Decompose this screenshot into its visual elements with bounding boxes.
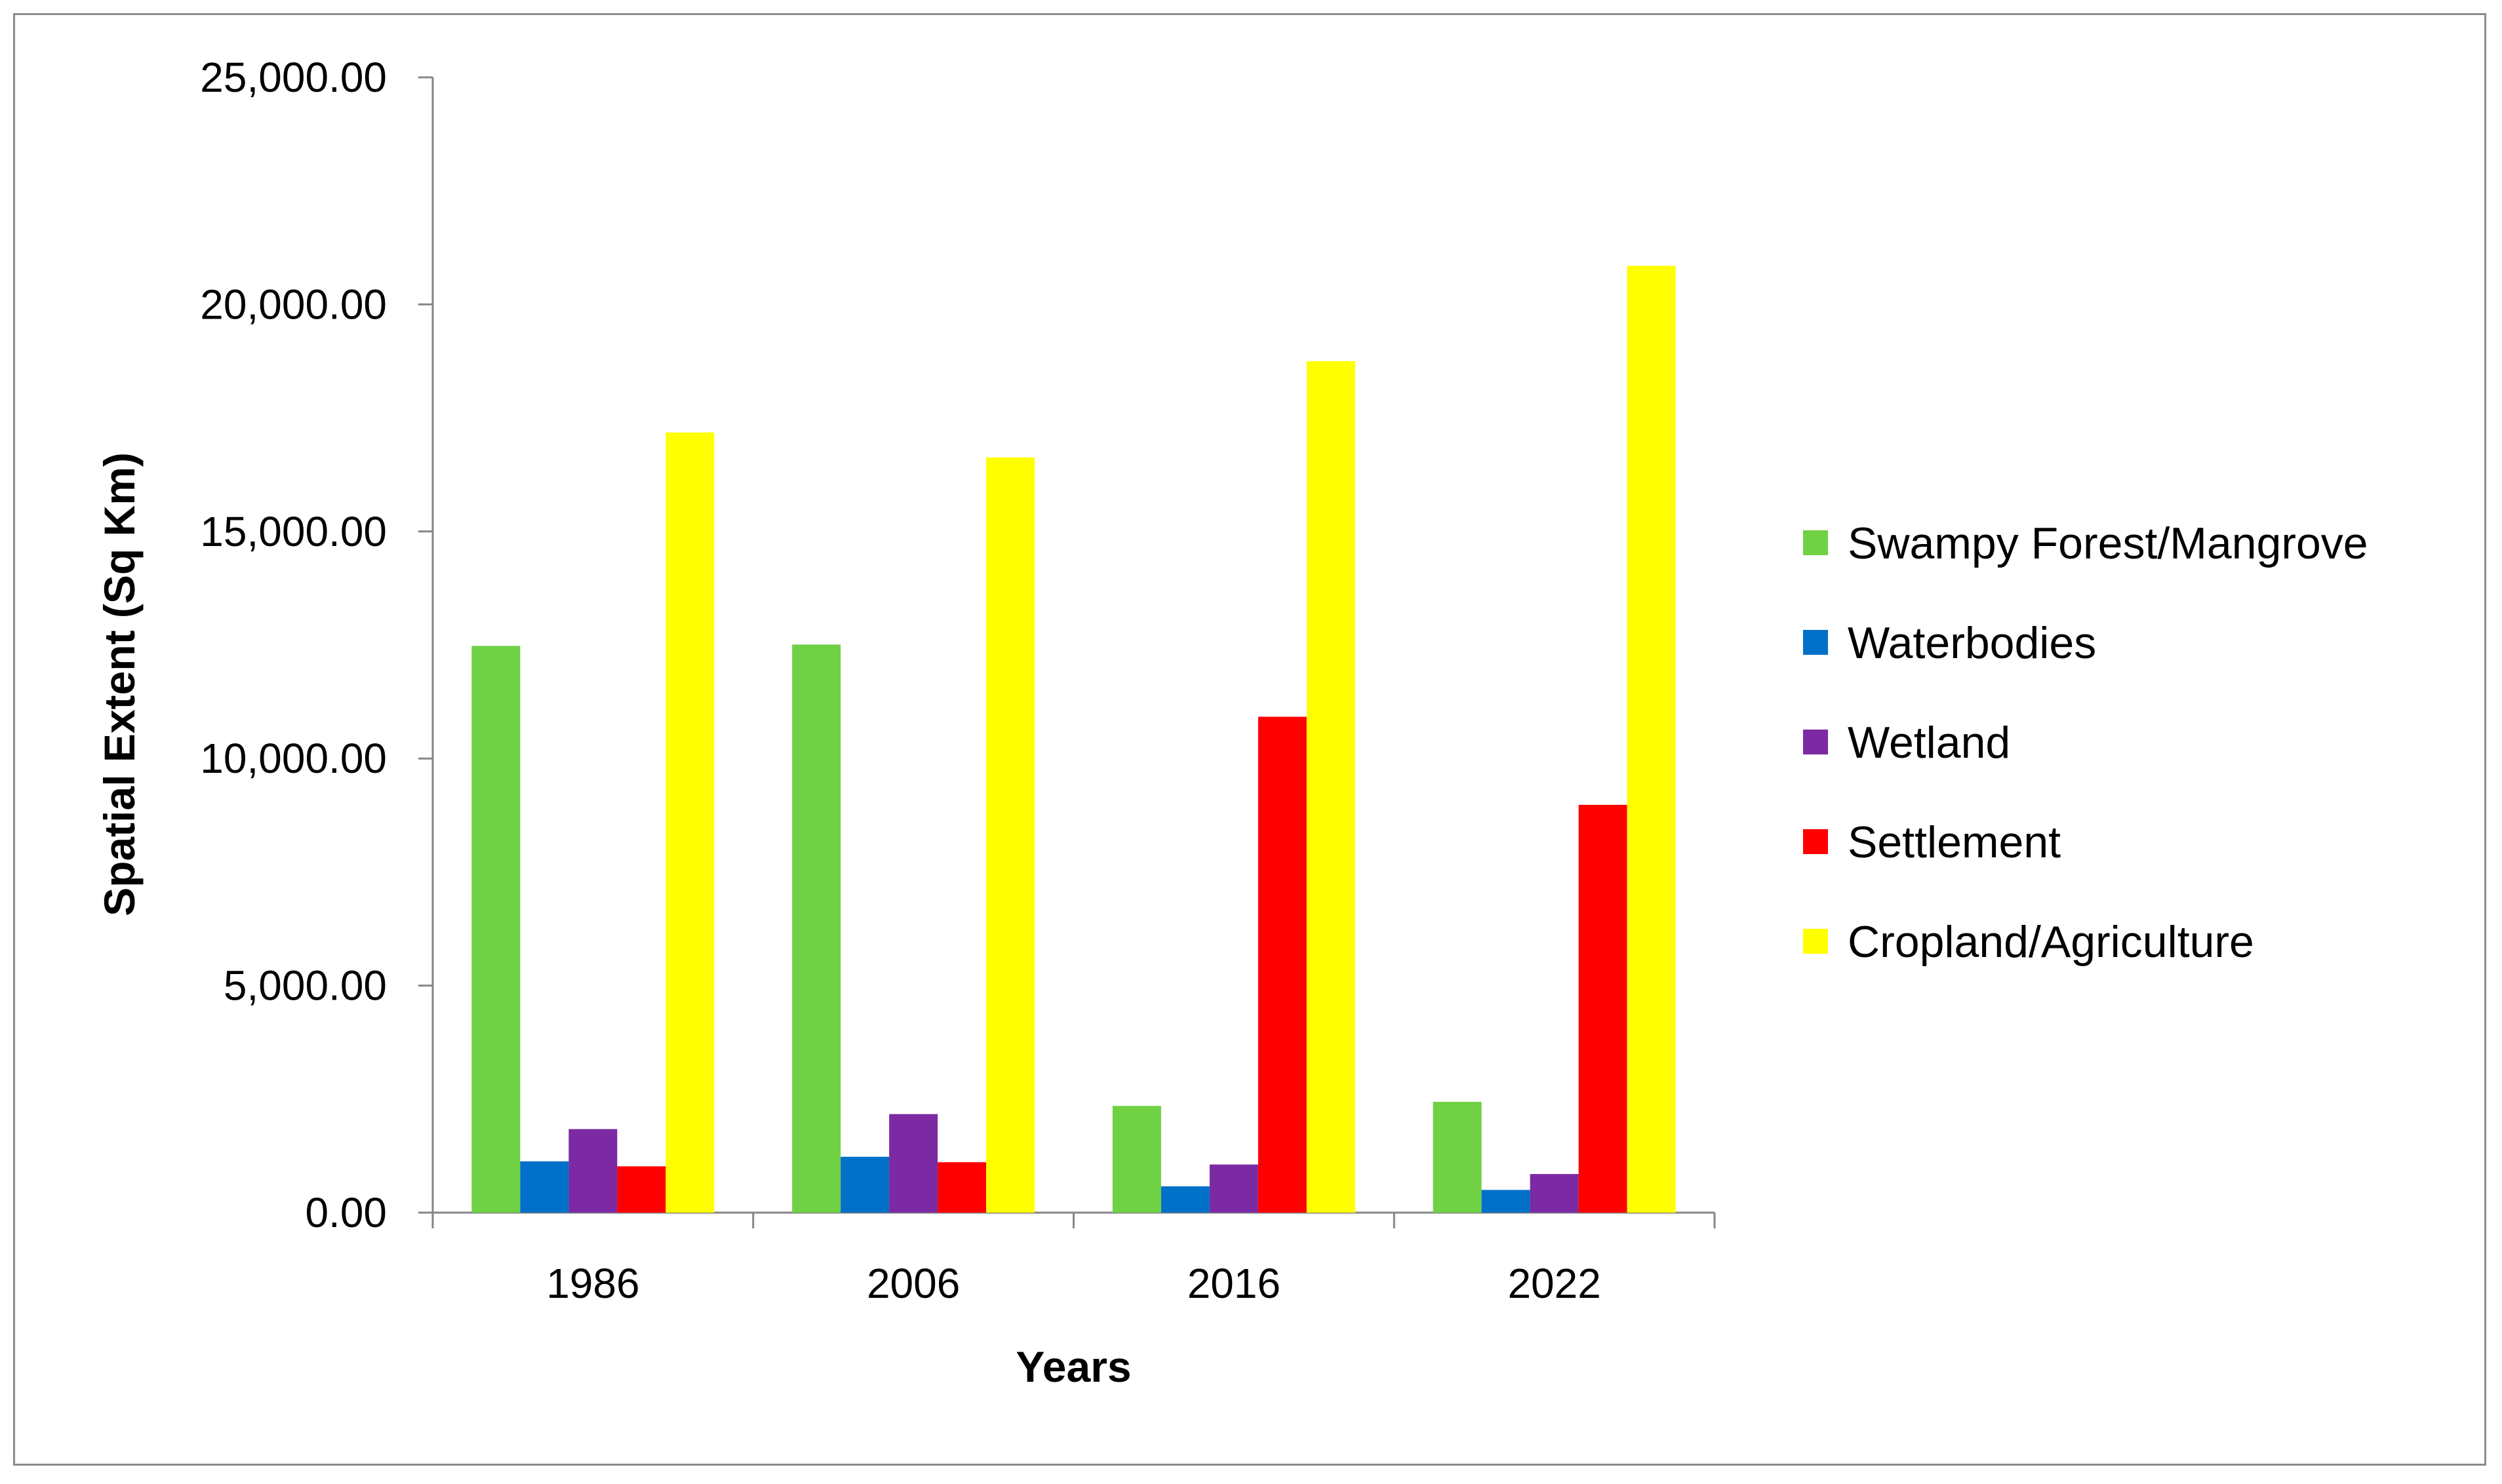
legend-label: Swampy Forest/Mangrove: [1848, 518, 2368, 568]
x-tick-label: 2016: [1187, 1260, 1281, 1307]
legend-swatch: [1803, 929, 1828, 954]
y-tick-label: 0.00: [305, 1189, 387, 1236]
bar-swampy-forest-mangrove-1986: [471, 646, 521, 1213]
legend-item: Cropland/Agriculture: [1803, 917, 2254, 967]
bar-cropland-agriculture-2022: [1627, 265, 1676, 1213]
y-tick-label: 5,000.00: [224, 962, 387, 1009]
bar-settlement-1986: [617, 1166, 666, 1213]
bar-wetland-1986: [568, 1129, 618, 1213]
x-tick-label: 2006: [867, 1260, 960, 1307]
bars: [471, 265, 1676, 1213]
bar-wetland-2022: [1530, 1174, 1579, 1213]
y-tick-label: 20,000.00: [200, 281, 387, 328]
bar-waterbodies-2016: [1161, 1186, 1210, 1213]
x-axis-title: Years: [1016, 1342, 1131, 1391]
legend-item: Waterbodies: [1803, 618, 2096, 668]
legend-item: Wetland: [1803, 718, 2010, 768]
bar-cropland-agriculture-2016: [1306, 361, 1355, 1213]
legend-label: Waterbodies: [1848, 618, 2096, 668]
legend-label: Wetland: [1848, 718, 2010, 768]
x-tick-label: 1986: [546, 1260, 639, 1307]
bar-waterbodies-1986: [520, 1161, 569, 1213]
legend-label: Settlement: [1848, 817, 2061, 867]
y-tick-label: 15,000.00: [200, 508, 387, 555]
x-tick-label: 2022: [1507, 1260, 1600, 1307]
bar-settlement-2016: [1258, 716, 1307, 1213]
bar-swampy-forest-mangrove-2016: [1112, 1106, 1161, 1213]
y-tick-label: 25,000.00: [200, 54, 387, 101]
bar-waterbodies-2006: [841, 1156, 890, 1213]
legend-item: Settlement: [1803, 817, 2061, 867]
bar-wetland-2006: [889, 1114, 938, 1213]
legend-swatch: [1803, 630, 1828, 655]
bar-settlement-2022: [1578, 804, 1627, 1213]
bar-swampy-forest-mangrove-2006: [792, 644, 841, 1213]
bar-waterbodies-2022: [1481, 1190, 1530, 1213]
bar-swampy-forest-mangrove-2022: [1433, 1101, 1482, 1213]
y-tick-label: 10,000.00: [200, 735, 387, 782]
legend-swatch: [1803, 829, 1828, 854]
bar-cropland-agriculture-2006: [986, 457, 1035, 1213]
bar-cropland-agriculture-1986: [665, 432, 715, 1213]
legend: Swampy Forest/Mangrove Waterbodies Wetland…: [1803, 518, 2368, 967]
legend-swatch: [1803, 730, 1828, 754]
y-axis-title: Spatial Extent (Sq Km): [95, 452, 144, 916]
legend-swatch: [1803, 530, 1828, 555]
chart-frame: [13, 13, 2486, 1466]
legend-label: Cropland/Agriculture: [1848, 917, 2254, 967]
axes: 0.00 5,000.00 10,000.00 15,000.00 20,000.00 2…: [200, 54, 1716, 1307]
bar-wetland-2016: [1209, 1164, 1258, 1213]
bar-settlement-2006: [938, 1162, 987, 1213]
legend-item: Swampy Forest/Mangrove: [1803, 518, 2368, 568]
